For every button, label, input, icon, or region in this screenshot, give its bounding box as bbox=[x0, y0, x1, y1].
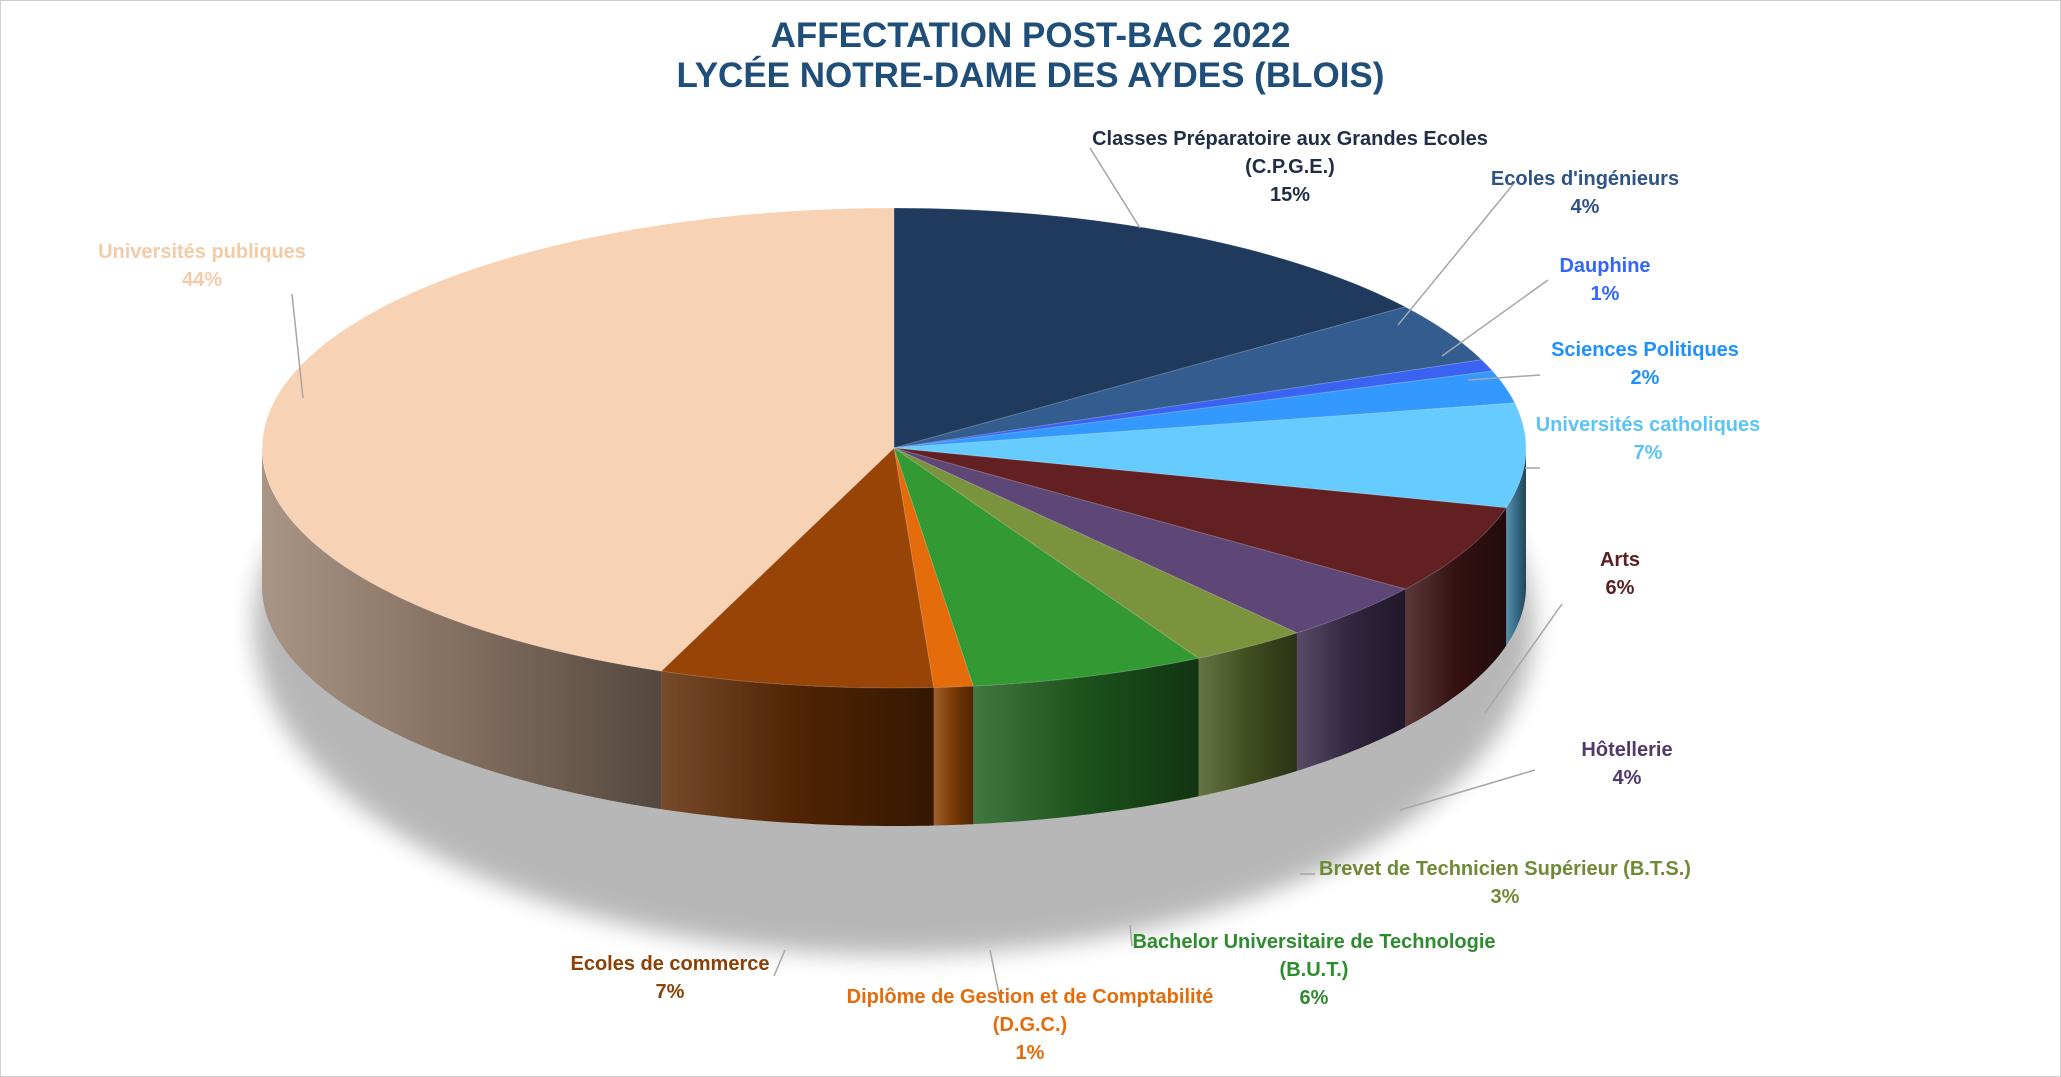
slice-label-bachelor-universitaire-de-technologie-line-2: (B.U.T.) bbox=[1280, 959, 1349, 981]
slice-label-bachelor-universitaire-de-technologie: Bachelor Universitaire de Technologie bbox=[1132, 931, 1495, 953]
slice-label-brevet-de-technicien-superieur-b-t-s: Brevet de Technicien Supérieur (B.T.S.) bbox=[1319, 858, 1691, 880]
slice-percent-ecoles-de-commerce: 7% bbox=[656, 981, 685, 1003]
pie-slice-ecoles-d-ingenieurs bbox=[893, 306, 1483, 449]
pie-slice-universites-catholiques bbox=[893, 402, 1527, 509]
leader-line-ecoles-d-ingenieurs bbox=[1397, 181, 1516, 326]
slice-percent-brevet-de-technicien-superieur-b-t-s: 3% bbox=[1491, 886, 1520, 908]
pie-side-shade-universites-catholiques bbox=[1506, 448, 1526, 646]
leader-lines bbox=[291, 147, 1563, 1000]
pie-slices bbox=[261, 207, 1527, 689]
chart-title-line-1: AFFECTATION POST-BAC 2022 bbox=[770, 16, 1291, 55]
pie-side-shade-hotellerie bbox=[1296, 589, 1406, 771]
chart-title: AFFECTATION POST-BAC 2022 LYCÉE NOTRE-DA… bbox=[0, 16, 2061, 96]
slice-label-classes-preparatoire-aux-grandes-ecoles: Classes Préparatoire aux Grandes Ecoles bbox=[1092, 128, 1488, 150]
chart-title-line-2: LYCÉE NOTRE-DAME DES AYDES (BLOIS) bbox=[676, 56, 1385, 95]
pie-slice-diplome-de-gestion-et-de-comptabilite bbox=[893, 447, 974, 689]
slice-label-universites-catholiques: Universités catholiques bbox=[1536, 414, 1761, 436]
slice-labels: Classes Préparatoire aux Grandes Ecoles (… bbox=[98, 128, 1760, 1064]
pie-slice-bachelor-universitaire-de-technologie bbox=[893, 446, 1200, 687]
slice-percent-sciences-politiques: 2% bbox=[1631, 367, 1660, 389]
slice-label-arts: Arts bbox=[1600, 549, 1640, 571]
leader-line-hotellerie bbox=[1399, 769, 1536, 811]
pie-slice-classes-preparatoire-aux-grandes-ecoles bbox=[893, 207, 1407, 449]
leader-line-bachelor-universitaire-de-technologie bbox=[1129, 924, 1133, 947]
slice-label-ecoles-d-ingenieurs: Ecoles d'ingénieurs bbox=[1491, 168, 1679, 190]
slice-percent-dauphine: 1% bbox=[1591, 283, 1620, 305]
pie-side-shade-brevet-de-technicien-superieur-b-t-s bbox=[1198, 632, 1297, 797]
leader-line-sciences-politiques bbox=[1467, 374, 1541, 381]
pie-side-shade-ecoles-de-commerce bbox=[661, 671, 934, 826]
pie-side-shade-arts bbox=[1405, 507, 1507, 728]
slice-percent-ecoles-d-ingenieurs: 4% bbox=[1571, 196, 1600, 218]
slice-label-dauphine: Dauphine bbox=[1559, 255, 1650, 277]
leader-line-ecoles-de-commerce bbox=[773, 949, 786, 977]
slice-percent-hotellerie: 4% bbox=[1613, 767, 1642, 789]
slice-percent-arts: 6% bbox=[1606, 577, 1635, 599]
slice-percent-diplome-de-gestion-et-de-comptabilite: 1% bbox=[1016, 1042, 1045, 1064]
leader-line-universites-publiques bbox=[291, 293, 304, 399]
pie-slice-brevet-de-technicien-superieur-b-t-s bbox=[893, 447, 1299, 659]
pie-side-shade-bachelor-universitaire-de-technologie bbox=[973, 658, 1199, 825]
pie-sides bbox=[262, 448, 1526, 826]
slice-percent-bachelor-universitaire-de-technologie: 6% bbox=[1300, 987, 1329, 1009]
leader-line-classes-preparatoire-aux-grandes-ecoles bbox=[1089, 147, 1141, 229]
slice-label-ecoles-de-commerce: Ecoles de commerce bbox=[571, 953, 770, 975]
pie-slice-universites-publiques bbox=[261, 207, 895, 672]
leader-line-arts bbox=[1484, 603, 1563, 714]
slice-percent-classes-preparatoire-aux-grandes-ecoles: 15% bbox=[1270, 184, 1310, 206]
slice-percent-universites-catholiques: 7% bbox=[1634, 442, 1663, 464]
slice-label-hotellerie: Hôtellerie bbox=[1581, 739, 1672, 761]
slice-label-diplome-de-gestion-et-de-comptabilite: Diplôme de Gestion et de Comptabilité bbox=[847, 986, 1214, 1008]
slice-label-universites-publiques: Universités publiques bbox=[98, 241, 306, 263]
leader-line-diplome-de-gestion-et-de-comptabilite bbox=[989, 949, 1001, 1000]
pie-slice-hotellerie bbox=[893, 447, 1407, 634]
leader-line-dauphine bbox=[1441, 279, 1549, 357]
slice-label-diplome-de-gestion-et-de-comptabilite-line-2: (D.G.C.) bbox=[993, 1014, 1067, 1036]
pie-slice-ecoles-de-commerce bbox=[660, 446, 935, 689]
pie-side-shade-universites-publiques bbox=[262, 448, 662, 810]
slice-label-sciences-politiques: Sciences Politiques bbox=[1551, 339, 1739, 361]
pie-slice-arts bbox=[893, 447, 1507, 590]
pie-side-shade-diplome-de-gestion-et-de-comptabilite bbox=[933, 686, 974, 826]
slice-label-classes-preparatoire-aux-grandes-ecoles-line-2: (C.P.G.E.) bbox=[1245, 156, 1335, 178]
pie-slice-sciences-politiques bbox=[893, 370, 1516, 449]
pie-slice-dauphine bbox=[893, 359, 1494, 449]
slice-percent-universites-publiques: 44% bbox=[182, 269, 222, 291]
